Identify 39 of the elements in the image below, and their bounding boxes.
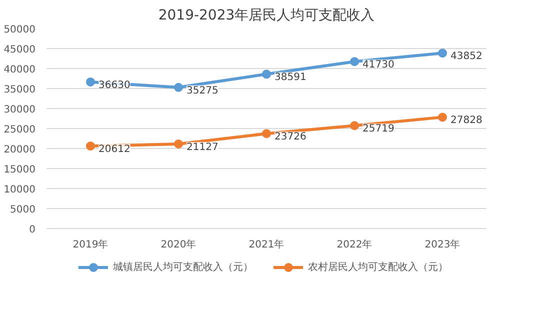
data-label: 27828: [450, 115, 482, 126]
point: [174, 82, 183, 92]
y-tick-label: 50000: [4, 24, 36, 36]
x-tick-label: 2023年: [424, 238, 460, 250]
x-tick-label: 2019年: [72, 238, 108, 250]
y-tick-label: 40000: [4, 64, 36, 76]
point: [86, 77, 95, 86]
legend-label: 农村居民人均可支配收入（元）: [308, 260, 448, 274]
point: [438, 48, 447, 58]
y-tick-label: 0: [29, 224, 36, 236]
data-label: 36630: [98, 80, 130, 91]
chart-title: 2019-2023年居民人均可支配收入: [158, 8, 375, 24]
y-tick-label: 20000: [4, 144, 36, 156]
y-tick-label: 5000: [10, 204, 36, 216]
legend-label: 城镇居民人均可支配收入（元）: [113, 260, 253, 274]
x-tick-label: 2021年: [248, 238, 284, 250]
point: [438, 112, 447, 122]
data-label: 23726: [274, 132, 306, 143]
data-label: 20612: [98, 144, 130, 156]
y-tick-label: 25000: [4, 124, 36, 136]
data-label: 21127: [186, 142, 218, 153]
point: [350, 57, 359, 66]
y-tick-label: 35000: [4, 84, 36, 96]
data-label: 38591: [274, 72, 306, 84]
y-tick-label: 45000: [4, 44, 36, 56]
x-tick-label: 2020年: [160, 238, 196, 250]
data-label: 43852: [450, 51, 482, 62]
y-tick-label: 30000: [4, 104, 36, 116]
data-label: 35275: [186, 85, 218, 96]
y-tick-label: 10000: [4, 184, 36, 196]
point: [262, 129, 271, 138]
point: [174, 140, 183, 148]
point: [86, 142, 95, 151]
y-tick-label: 15000: [4, 164, 36, 176]
data-label: 41730: [362, 60, 394, 71]
x-tick-label: 2022年: [336, 238, 372, 250]
point: [262, 70, 271, 79]
data-label: 25719: [362, 124, 394, 135]
point: [350, 121, 359, 130]
